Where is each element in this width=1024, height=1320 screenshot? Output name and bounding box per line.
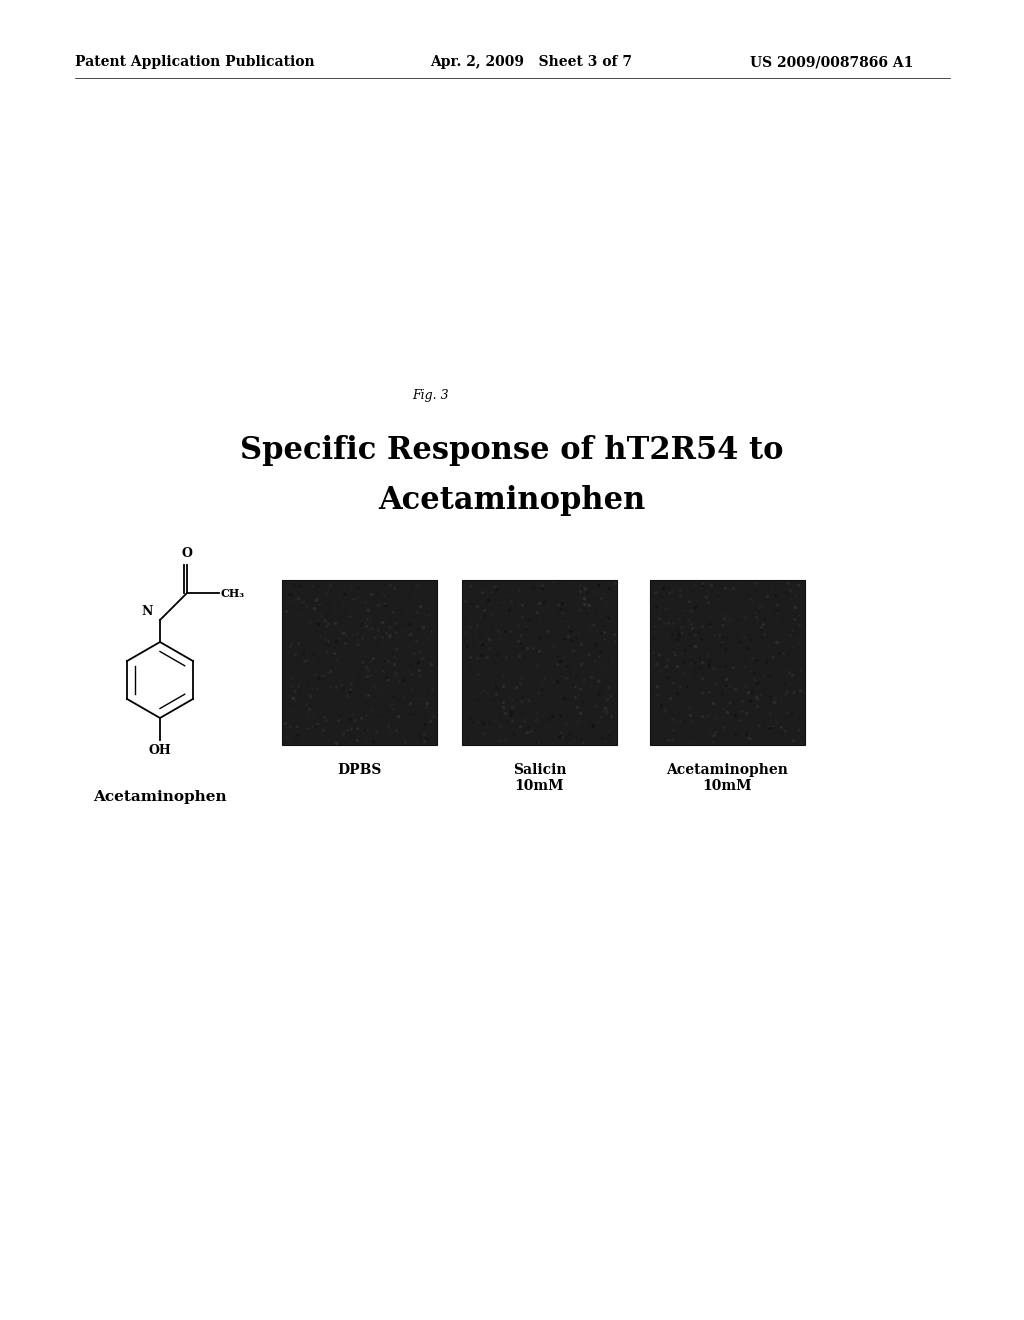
Text: Acetaminophen: Acetaminophen bbox=[667, 763, 788, 777]
Text: N: N bbox=[141, 605, 153, 618]
Text: 10mM: 10mM bbox=[702, 779, 753, 793]
Text: Patent Application Publication: Patent Application Publication bbox=[75, 55, 314, 69]
Text: Acetaminophen: Acetaminophen bbox=[93, 789, 226, 804]
Text: US 2009/0087866 A1: US 2009/0087866 A1 bbox=[750, 55, 913, 69]
Bar bbox=[282, 579, 437, 744]
Text: Fig. 3: Fig. 3 bbox=[412, 388, 449, 401]
Text: CH₃: CH₃ bbox=[221, 587, 245, 599]
Bar bbox=[650, 579, 805, 744]
Text: DPBS: DPBS bbox=[337, 763, 382, 777]
Text: 10mM: 10mM bbox=[515, 779, 564, 793]
Text: Specific Response of hT2R54 to: Specific Response of hT2R54 to bbox=[241, 434, 783, 466]
Text: O: O bbox=[181, 546, 193, 560]
Text: Acetaminophen: Acetaminophen bbox=[378, 484, 646, 516]
Text: OH: OH bbox=[148, 744, 171, 756]
Text: Salicin: Salicin bbox=[513, 763, 566, 777]
Text: Apr. 2, 2009   Sheet 3 of 7: Apr. 2, 2009 Sheet 3 of 7 bbox=[430, 55, 632, 69]
Bar bbox=[462, 579, 617, 744]
